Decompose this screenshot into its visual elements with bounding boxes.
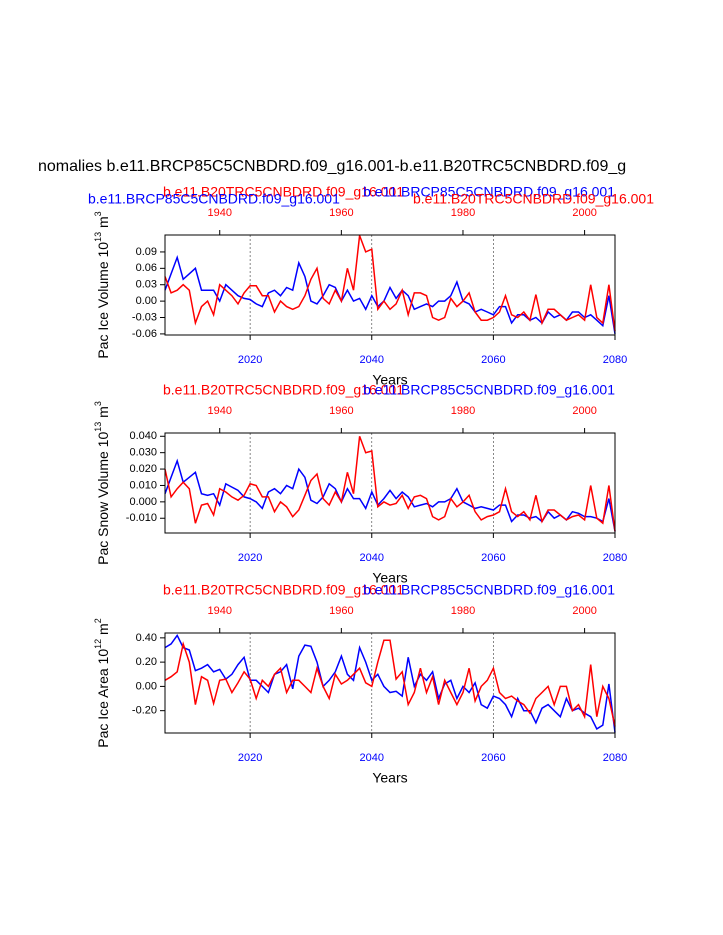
y-tick-label: 0.40 <box>136 632 157 644</box>
x-tick-label: 2080 <box>603 552 627 564</box>
subtitle: b.e11.BRCP85C5CNBDRD.f09_g16.001 <box>88 191 340 207</box>
x2-tick-label: 2000 <box>572 605 596 617</box>
y-tick-label: -0.03 <box>132 311 157 323</box>
y-tick-label: 0.09 <box>136 246 157 258</box>
y-tick-label: 0.020 <box>129 463 157 475</box>
y-axis-label-exponent: 2 <box>93 618 103 623</box>
x2-tick-label: 1960 <box>329 207 353 219</box>
subtitle: b.e11.BRCP85C5CNBDRD.f09_g16.001 <box>363 184 615 200</box>
y-axis-label: Pac Snow Volume 1013 m3 <box>93 401 110 565</box>
x-tick-label: 2040 <box>360 354 384 366</box>
y-tick-label: 0.06 <box>136 262 157 274</box>
series-line <box>164 235 616 332</box>
x-tick-label: 2080 <box>603 752 627 764</box>
y-tick-label: -0.20 <box>132 705 157 717</box>
x-tick-label: 2040 <box>360 752 384 764</box>
x2-tick-label: 1980 <box>451 605 475 617</box>
y-axis-label: Pac Ice Area 1012 m2 <box>93 618 110 747</box>
y-axis-label-part: Pac Ice Area 10 <box>95 649 111 748</box>
y-tick-label: 0.000 <box>129 496 157 508</box>
x-tick-label: 2060 <box>481 552 505 564</box>
subtitle: b.e11.B20TRC5CNBDRD.f09_g16.001 <box>163 382 404 398</box>
y-axis-label-part: Pac Snow Volume 10 <box>95 432 111 565</box>
y-tick-label: 0.00 <box>136 680 157 692</box>
x2-tick-label: 2000 <box>572 405 596 417</box>
y-axis-label: Pac Ice Volume 1013 m3 <box>93 211 110 358</box>
y-axis-label-exponent: 13 <box>93 422 103 432</box>
y-tick-label: 0.00 <box>136 295 157 307</box>
x2-tick-label: 1960 <box>329 605 353 617</box>
y-axis-label-part: m <box>95 623 111 639</box>
x-tick-label: 2040 <box>360 552 384 564</box>
x-axis-label: Years <box>372 770 407 786</box>
x2-tick-label: 1960 <box>329 405 353 417</box>
series-line <box>164 436 616 532</box>
y-tick-label: -0.06 <box>132 328 157 340</box>
y-tick-label: 0.030 <box>129 447 157 459</box>
x-tick-label: 2020 <box>238 354 262 366</box>
y-tick-label: 0.20 <box>136 656 157 668</box>
x-axis-label: Years <box>372 372 407 388</box>
y-tick-label: 0.03 <box>136 279 157 291</box>
x2-tick-label: 1940 <box>207 605 231 617</box>
y-axis-label-part: m <box>95 406 111 422</box>
y-tick-label: -0.010 <box>126 512 157 524</box>
plot-frame <box>164 632 616 734</box>
y-axis-label-part: Pac Ice Volume 10 <box>95 242 111 359</box>
plot-frame <box>164 234 616 336</box>
y-tick-label: 0.010 <box>129 479 157 491</box>
x-tick-label: 2060 <box>481 354 505 366</box>
series-line <box>164 254 616 335</box>
y-axis-label-exponent: 12 <box>93 639 103 649</box>
subtitle: b.e11.B20TRC5CNBDRD.f09_g16.001 <box>413 191 654 207</box>
x-tick-label: 2020 <box>238 552 262 564</box>
x2-tick-label: 2000 <box>572 207 596 219</box>
plot-frame <box>164 432 616 534</box>
subtitle: b.e11.B20TRC5CNBDRD.f09_g16.001 <box>163 184 404 200</box>
y-axis-label-exponent: 3 <box>93 211 103 216</box>
subtitle: b.e11.BRCP85C5CNBDRD.f09_g16.001 <box>363 382 615 398</box>
x-tick-label: 2060 <box>481 752 505 764</box>
x-axis-label: Years <box>372 570 407 586</box>
y-tick-label: 0.040 <box>129 430 157 442</box>
x-tick-label: 2080 <box>603 354 627 366</box>
x-tick-label: 2020 <box>238 752 262 764</box>
subtitle: b.e11.BRCP85C5CNBDRD.f09_g16.001 <box>363 582 615 598</box>
x2-tick-label: 1940 <box>207 207 231 219</box>
y-axis-label-exponent: 3 <box>93 401 103 406</box>
series-line <box>164 633 616 733</box>
subtitle: b.e11.B20TRC5CNBDRD.f09_g16.001 <box>163 582 404 598</box>
x2-tick-label: 1940 <box>207 405 231 417</box>
series-line <box>164 458 616 532</box>
main-title: nomalies b.e11.BRCP85C5CNBDRD.f09_g16.00… <box>38 158 626 175</box>
y-axis-label-exponent: 13 <box>93 232 103 242</box>
y-axis-label-part: m <box>95 216 111 232</box>
series-line <box>164 639 616 727</box>
x2-tick-label: 1980 <box>451 207 475 219</box>
x2-tick-label: 1980 <box>451 405 475 417</box>
